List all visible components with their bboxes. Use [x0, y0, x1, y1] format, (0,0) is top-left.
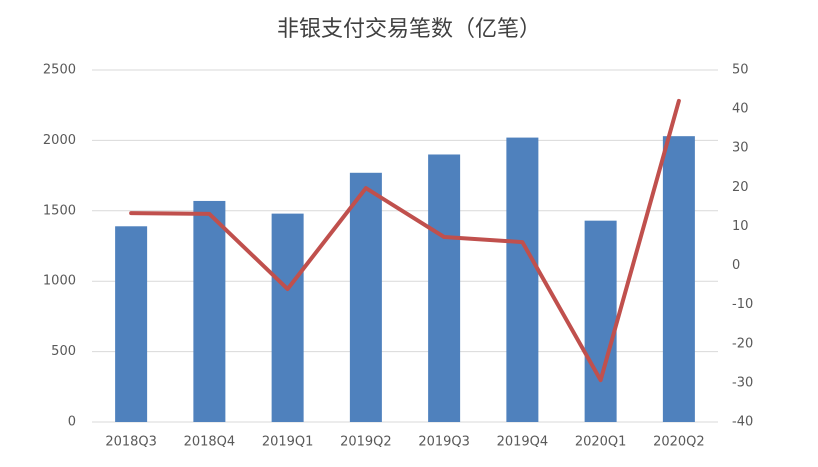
y2-tick-label: 20 [732, 180, 749, 195]
x-tick-label: 2020Q1 [575, 435, 627, 450]
bar [271, 213, 304, 422]
y2-tick-label: -10 [732, 297, 753, 312]
bar [506, 137, 539, 423]
bar [428, 154, 461, 423]
x-tick-label: 2019Q4 [497, 435, 549, 450]
chart-title: 非银支付交易笔数（亿笔） [277, 17, 541, 42]
x-tick-label: 2019Q1 [262, 435, 314, 450]
y2-tick-label: 40 [732, 102, 749, 117]
x-tick-label: 2018Q4 [184, 435, 236, 450]
y-tick-label: 2500 [43, 63, 76, 78]
bar [584, 220, 617, 422]
bar [193, 200, 226, 422]
bar [115, 226, 148, 422]
line [129, 98, 681, 383]
y2-tick-label: -40 [732, 415, 753, 430]
y2-tick-label: 50 [732, 63, 749, 78]
y-tick-label: 1500 [43, 203, 76, 218]
y-tick-label: 0 [68, 415, 76, 430]
y2-tick-label: 0 [732, 258, 740, 273]
x-tick-label: 2019Q2 [340, 435, 392, 450]
x-tick-label: 2018Q3 [105, 435, 157, 450]
y2-tick-label: -30 [732, 375, 753, 390]
x-tick-label: 2020Q2 [653, 435, 705, 450]
y-tick-label: 1000 [43, 274, 76, 289]
y2-tick-label: 30 [732, 141, 749, 156]
y2-tick-label: -20 [732, 336, 753, 351]
y-tick-label: 500 [51, 344, 76, 359]
bar [662, 136, 695, 422]
y2-tick-label: 10 [732, 219, 749, 234]
bar [349, 172, 382, 422]
x-tick-label: 2019Q3 [418, 435, 470, 450]
y-tick-label: 2000 [43, 133, 76, 148]
